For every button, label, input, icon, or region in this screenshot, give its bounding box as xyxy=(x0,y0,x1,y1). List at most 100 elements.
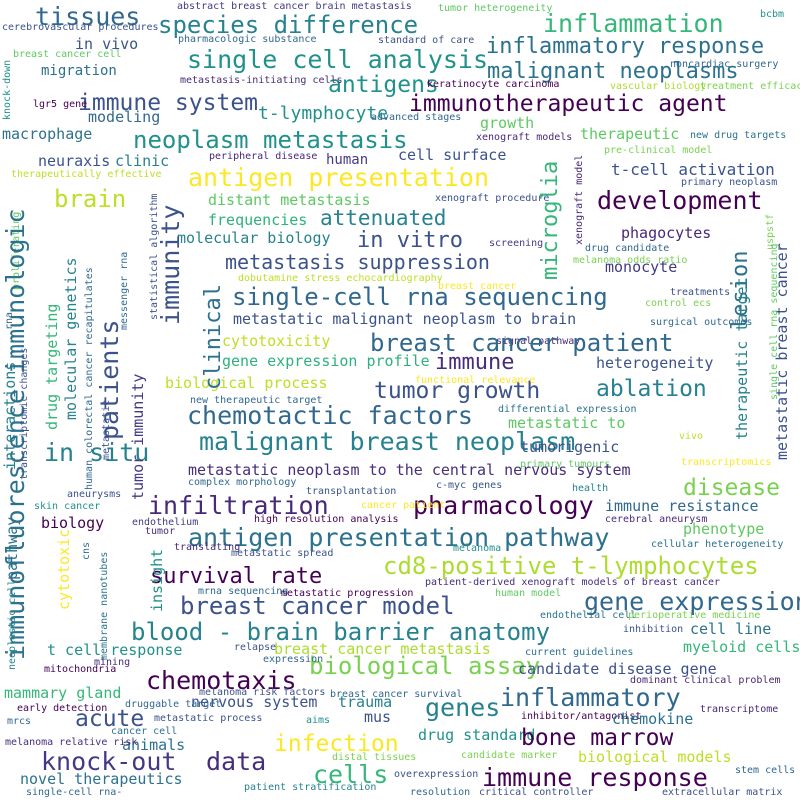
word: malignant neoplasms xyxy=(487,59,739,84)
word: transcriptomics xyxy=(681,457,772,468)
word: c-myc genes xyxy=(436,480,503,491)
word: aneurysms xyxy=(67,489,122,500)
word: expression xyxy=(263,654,324,665)
word: data xyxy=(206,747,267,776)
word: malignant breast neoplasm xyxy=(199,427,576,456)
word: single-cell rna sequencing xyxy=(232,283,608,311)
word: complex morphology xyxy=(188,477,297,488)
word: perioperative medicine xyxy=(628,610,761,621)
word: molecular genetics xyxy=(62,257,80,420)
word: health xyxy=(572,483,609,494)
word: current guidelines xyxy=(525,647,634,658)
word: patient-derived xenograft models of brea… xyxy=(425,577,721,588)
word: neoplastic cell xyxy=(7,579,18,670)
word: tumorigenic xyxy=(520,438,620,456)
word: inflammatory xyxy=(500,683,681,712)
word: mrna sequencing xyxy=(198,586,289,597)
word: breast cancer xyxy=(438,281,517,292)
word: immunity xyxy=(156,204,185,325)
word: insight xyxy=(148,548,166,612)
word: molecular biology xyxy=(177,229,331,247)
word: cancer patient xyxy=(361,500,446,511)
word: knock-down xyxy=(2,59,13,120)
word: cytotoxicity xyxy=(222,332,331,350)
word: single cell analysis xyxy=(187,45,489,74)
word: t-lymphocyte xyxy=(258,103,389,124)
word: endothelium xyxy=(132,517,199,528)
word: high resolution analysis xyxy=(254,514,399,525)
word: tumor heterogeneity xyxy=(438,3,553,14)
word: cns xyxy=(81,541,92,560)
word: tumor immunity xyxy=(129,373,147,500)
word: early detection xyxy=(17,703,108,714)
word: in situ xyxy=(44,438,150,467)
word: antigen presentation pathway xyxy=(188,523,610,552)
word: development xyxy=(597,186,763,215)
word: primary tumours xyxy=(520,459,611,470)
word: migration xyxy=(41,63,117,79)
word: pre-clinical model xyxy=(604,145,713,156)
word: modeling xyxy=(88,108,161,126)
word: messenger rna xyxy=(119,251,130,330)
word: candidate marker xyxy=(461,750,558,761)
word: melanoma risk factors xyxy=(199,687,326,698)
word: surgical outcomes xyxy=(650,317,753,328)
word: control ecs xyxy=(645,298,712,309)
word: therapeutic xyxy=(580,125,680,143)
word: transplantation xyxy=(306,486,397,497)
word: survival rate xyxy=(150,564,323,589)
word: single cell rna sequencing xyxy=(769,243,780,400)
word: disease xyxy=(683,475,780,501)
word: vivo xyxy=(679,431,704,442)
word: infiltration xyxy=(148,491,329,520)
word: cytotoxic xyxy=(55,528,73,610)
word: macrophage xyxy=(2,125,93,143)
word: biological models xyxy=(578,748,732,766)
word: tumor growth xyxy=(374,378,541,404)
word: peripheral disease xyxy=(209,151,318,162)
word: standard of care xyxy=(378,35,475,46)
word: abstract breast cancer brain metastasis xyxy=(177,1,412,12)
word: novel therapeutics xyxy=(20,770,183,788)
word: melanoma odds ratio xyxy=(573,255,688,266)
word: new therapeutic target xyxy=(190,395,323,406)
word: aims xyxy=(306,715,331,726)
word: membrane nanotubes xyxy=(99,551,110,660)
word: cerebrovascular procedures xyxy=(2,22,159,33)
word: breast cancer survival xyxy=(330,689,463,700)
word: cells xyxy=(313,760,389,789)
word: differential expression xyxy=(498,404,637,415)
word: cell surface xyxy=(398,146,507,164)
word: mining xyxy=(94,657,131,668)
word: inhibition xyxy=(623,624,684,635)
word: transcriptome xyxy=(700,704,779,715)
word: attenuated xyxy=(320,206,447,230)
word: drug targeting xyxy=(43,303,61,430)
word: treatment efficacy xyxy=(700,81,800,92)
word: therapeutic target xyxy=(733,277,751,440)
word: relapse xyxy=(234,642,277,653)
word: phenotype xyxy=(683,520,765,538)
word: microglia xyxy=(538,160,563,280)
word: neuraxis xyxy=(38,152,111,170)
word: patient stratification xyxy=(244,782,377,793)
word: antigen presentation xyxy=(188,163,490,192)
word: infection xyxy=(274,731,399,757)
word: immune response xyxy=(482,763,708,792)
word: blood - brain barrier anatomy xyxy=(131,618,551,646)
word: xenograft procedure xyxy=(435,193,550,204)
word: biology xyxy=(41,514,105,532)
word: cerebral aneurysm xyxy=(605,514,708,525)
word: chemotaxis xyxy=(146,666,297,695)
word: cellular heterogeneity xyxy=(651,539,784,550)
word: new drug targets xyxy=(690,130,787,141)
word: endothelial cell xyxy=(540,610,637,621)
word: lgr5 gene xyxy=(33,99,88,110)
word: clinic xyxy=(115,152,170,170)
word: xenograft model xyxy=(574,154,585,245)
word: resolution xyxy=(410,787,471,798)
word: therapeutically effective xyxy=(11,169,162,180)
word: monocyte xyxy=(605,258,678,276)
word: metastasis-initiating cells xyxy=(180,75,343,86)
word: extracellular matrix xyxy=(662,787,783,798)
